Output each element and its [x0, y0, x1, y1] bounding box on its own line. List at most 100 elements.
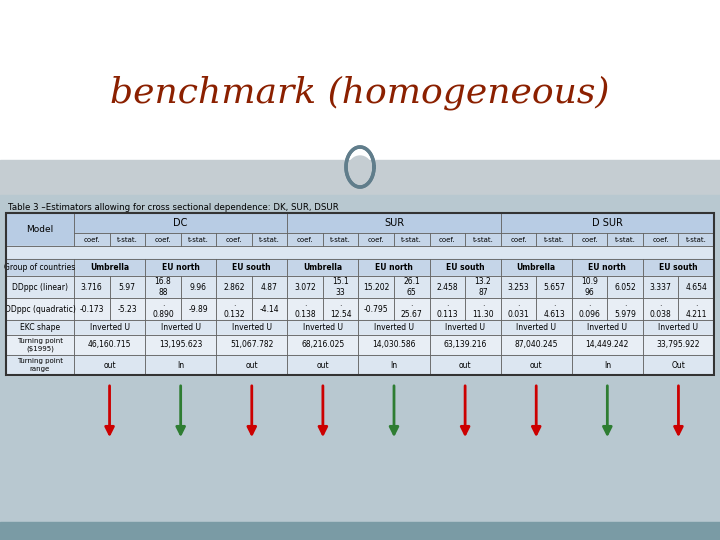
Text: t-stat.: t-stat.: [472, 237, 493, 242]
Text: SUR: SUR: [384, 218, 404, 228]
Text: 2.862: 2.862: [223, 282, 245, 292]
Bar: [359, 335, 430, 355]
Bar: [6, 213, 714, 375]
Text: t-stat.: t-stat.: [685, 237, 706, 242]
Text: coef.: coef.: [155, 237, 171, 242]
Bar: [500, 298, 536, 320]
Bar: [287, 276, 323, 298]
Text: -4.14: -4.14: [260, 305, 279, 314]
Text: 2.458: 2.458: [436, 282, 458, 292]
Bar: [74, 298, 109, 320]
Bar: [216, 355, 287, 375]
Bar: [430, 335, 500, 355]
Bar: [6, 259, 74, 276]
Bar: [145, 335, 216, 355]
Text: .
0.038: . 0.038: [649, 299, 672, 319]
Text: 26.1
65: 26.1 65: [403, 278, 420, 296]
Bar: [500, 213, 714, 233]
Bar: [74, 276, 109, 298]
Bar: [216, 335, 287, 355]
Bar: [643, 355, 714, 375]
Bar: [216, 233, 252, 246]
Bar: [74, 320, 145, 335]
Bar: [430, 355, 500, 375]
Text: Model: Model: [27, 225, 53, 234]
Bar: [6, 246, 714, 259]
Text: out: out: [246, 361, 258, 369]
Text: out: out: [459, 361, 472, 369]
Text: .
12.54: . 12.54: [330, 299, 351, 319]
Text: D SUR: D SUR: [592, 218, 623, 228]
Text: 3.072: 3.072: [294, 282, 316, 292]
Text: .
0.132: . 0.132: [223, 299, 245, 319]
Bar: [430, 320, 500, 335]
Bar: [181, 233, 216, 246]
Text: 3.253: 3.253: [508, 282, 529, 292]
Text: 16.8
88: 16.8 88: [155, 278, 171, 296]
Text: 14,030.586: 14,030.586: [372, 341, 415, 349]
Text: 15.1
33: 15.1 33: [333, 278, 349, 296]
Bar: [216, 259, 287, 276]
Bar: [643, 233, 678, 246]
Bar: [500, 335, 572, 355]
Bar: [465, 233, 500, 246]
Text: .
0.890: . 0.890: [152, 299, 174, 319]
Bar: [287, 355, 359, 375]
Bar: [109, 233, 145, 246]
Bar: [430, 259, 500, 276]
Bar: [216, 320, 287, 335]
Bar: [536, 276, 572, 298]
Text: 13,195.623: 13,195.623: [159, 341, 202, 349]
Bar: [216, 298, 252, 320]
Text: coef.: coef.: [368, 237, 384, 242]
Bar: [572, 233, 608, 246]
Text: Turning point
range: Turning point range: [17, 359, 63, 372]
Text: .
11.30: . 11.30: [472, 299, 494, 319]
Bar: [359, 355, 430, 375]
Text: t-stat.: t-stat.: [117, 237, 138, 242]
Text: Inverted U: Inverted U: [588, 323, 627, 332]
Text: Turning point
($1995): Turning point ($1995): [17, 338, 63, 352]
Text: Inverted U: Inverted U: [516, 323, 557, 332]
Text: Table 3 –Estimators allowing for cross sectional dependence: DK, SUR, DSUR: Table 3 –Estimators allowing for cross s…: [8, 203, 338, 212]
Bar: [6, 213, 74, 246]
Bar: [572, 298, 608, 320]
Bar: [287, 213, 500, 233]
Bar: [572, 335, 643, 355]
Text: In: In: [177, 361, 184, 369]
Text: .
0.113: . 0.113: [436, 299, 458, 319]
Text: EKC shape: EKC shape: [20, 323, 60, 332]
Text: 13.2
87: 13.2 87: [474, 278, 491, 296]
Bar: [678, 233, 714, 246]
Bar: [643, 335, 714, 355]
Text: Inverted U: Inverted U: [374, 323, 414, 332]
Text: 33,795.922: 33,795.922: [657, 341, 700, 349]
Text: Inverted U: Inverted U: [232, 323, 271, 332]
Text: coef.: coef.: [510, 237, 527, 242]
Bar: [0, 522, 720, 540]
Text: DC: DC: [174, 218, 188, 228]
Text: EU south: EU south: [659, 263, 698, 272]
Bar: [74, 335, 145, 355]
Bar: [145, 298, 181, 320]
Bar: [252, 298, 287, 320]
Text: 4.654: 4.654: [685, 282, 707, 292]
Bar: [74, 355, 145, 375]
Text: benchmark (homogeneous): benchmark (homogeneous): [110, 76, 610, 110]
Text: out: out: [530, 361, 543, 369]
Bar: [145, 320, 216, 335]
Text: EU south: EU south: [446, 263, 485, 272]
Bar: [500, 233, 536, 246]
Bar: [465, 298, 500, 320]
Bar: [287, 320, 359, 335]
Bar: [252, 276, 287, 298]
Text: coef.: coef.: [652, 237, 669, 242]
Text: Umbrella: Umbrella: [517, 263, 556, 272]
Bar: [109, 298, 145, 320]
Text: Out: Out: [672, 361, 685, 369]
Bar: [359, 276, 394, 298]
Bar: [608, 298, 643, 320]
Text: out: out: [317, 361, 329, 369]
Bar: [678, 298, 714, 320]
Text: .
0.138: . 0.138: [294, 299, 316, 319]
